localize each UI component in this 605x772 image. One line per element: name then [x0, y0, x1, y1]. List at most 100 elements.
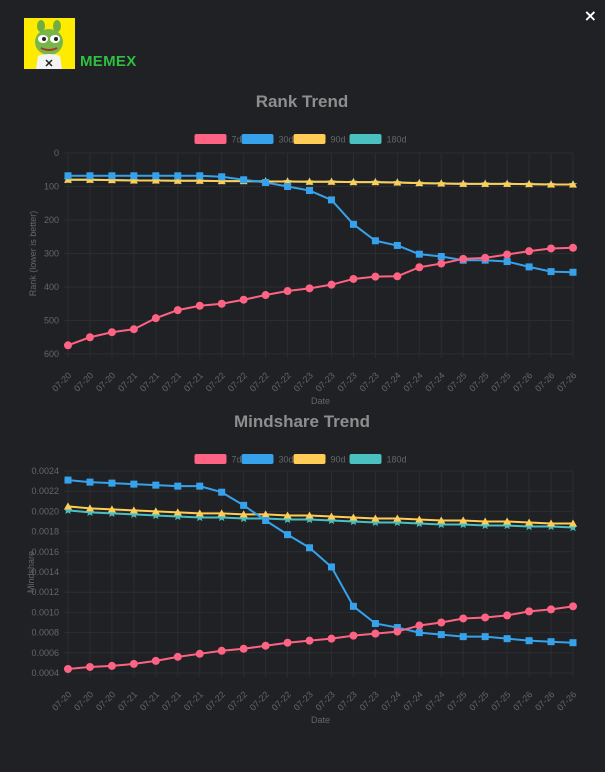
data-point-90d: [195, 509, 204, 517]
data-point-90d: [393, 514, 402, 522]
x-tick-label: 07-23: [357, 370, 380, 393]
x-tick-label: 07-20: [72, 689, 95, 712]
data-point-7d: [217, 646, 226, 655]
legend-label-7d: 7d: [232, 135, 242, 145]
data-point-90d: [107, 505, 116, 513]
x-tick-label: 07-25: [467, 689, 490, 712]
y-tick-label: 0.0006: [31, 648, 59, 658]
y-tick-label: 0.0008: [31, 628, 59, 638]
x-tick-label: 07-20: [94, 370, 117, 393]
legend-label-180d: 180d: [387, 135, 407, 145]
data-point-30d: [262, 178, 270, 186]
data-point-7d: [525, 607, 534, 616]
data-point-30d: [64, 172, 72, 180]
data-point-90d: [459, 179, 468, 187]
data-point-7d: [239, 295, 248, 304]
data-point-7d: [349, 631, 358, 640]
series-7d: [64, 243, 577, 350]
data-point-90d: [327, 177, 336, 185]
data-point-90d: [503, 179, 512, 187]
data-point-30d: [196, 482, 204, 490]
data-point-7d: [327, 634, 336, 643]
x-tick-label: 07-24: [423, 689, 446, 712]
mindshare-trend-chart: Mindshare Trend 7d 30d 90d 180d 0.0004 0.0006 0…: [26, 412, 578, 725]
y-axis-title: Mindshare: [26, 551, 36, 593]
y-tick-label: 100: [44, 182, 59, 192]
x-tick-label: 07-25: [445, 370, 468, 393]
data-point-7d: [569, 243, 577, 252]
data-point-30d: [525, 637, 533, 645]
data-point-30d: [547, 638, 555, 646]
x-tick-label: 07-22: [226, 689, 249, 712]
data-point-90d: [415, 515, 424, 523]
data-point-30d: [240, 501, 248, 509]
data-point-180d: [349, 517, 358, 526]
rank-trend-chart: Rank Trend 7d 30d 90d 180d 0 100 200 300 400 500 60…: [28, 92, 578, 406]
x-tick-label: 07-23: [292, 370, 315, 393]
y-tick-label: 0.0022: [31, 486, 59, 496]
data-point-7d: [481, 253, 490, 262]
series-line-180d: [67, 509, 574, 529]
data-point-90d: [547, 519, 556, 527]
series-7d: [64, 602, 577, 673]
data-point-90d: [261, 510, 270, 518]
legend-label-90d: 90d: [331, 135, 346, 145]
series-line-30d: [68, 174, 574, 274]
x-tick-label: 07-25: [489, 370, 512, 393]
legend-item-90d: 90d: [293, 134, 346, 145]
data-point-7d: [305, 636, 314, 645]
series-180d: [63, 505, 578, 532]
legend-swatch-7d: [194, 134, 227, 144]
chart-title: Mindshare Trend: [234, 412, 370, 431]
y-tick-label: 500: [44, 316, 59, 326]
x-tick-label: 07-25: [467, 370, 490, 393]
data-point-180d: [195, 512, 205, 522]
x-tick-label: 07-26: [555, 370, 578, 393]
data-point-30d: [196, 172, 204, 180]
y-tick-label: 600: [44, 349, 59, 359]
x-axis-title: Date: [311, 715, 330, 725]
data-point-180d: [524, 522, 534, 531]
data-point-90d: [217, 177, 226, 185]
data-point-90d: [151, 507, 160, 515]
data-point-7d: [415, 263, 424, 272]
data-point-30d: [174, 172, 182, 180]
legend-label-30d: 30d: [279, 135, 294, 145]
data-point-90d: [305, 511, 314, 519]
data-point-7d: [129, 659, 138, 668]
data-point-30d: [481, 633, 489, 641]
data-point-30d: [415, 629, 423, 637]
series-line-7d: [67, 246, 574, 347]
data-point-90d: [305, 177, 314, 185]
x-tick-label: 07-26: [511, 370, 534, 393]
data-point-7d: [173, 306, 182, 315]
x-tick-label: 07-24: [379, 689, 402, 712]
close-icon[interactable]: ×: [583, 6, 597, 25]
data-point-7d: [547, 244, 556, 253]
data-point-90d: [525, 180, 534, 188]
series-line-30d: [67, 479, 574, 644]
legend-swatch-90d: [293, 454, 326, 464]
data-point-30d: [64, 476, 72, 484]
data-point-180d: [415, 519, 424, 528]
x-tick-label: 07-23: [314, 689, 337, 712]
data-point-30d: [525, 263, 533, 271]
legend-label-180d: 180d: [387, 455, 407, 465]
data-point-30d: [262, 516, 270, 524]
data-point-90d: [327, 512, 336, 520]
data-point-30d: [306, 544, 314, 552]
data-point-90d: [393, 178, 402, 186]
x-tick-label: 07-25: [489, 689, 512, 712]
data-point-90d: [85, 504, 94, 512]
data-point-30d: [108, 479, 116, 487]
data-point-30d: [503, 258, 511, 266]
data-point-30d: [371, 237, 379, 245]
x-tick-label: 07-22: [248, 370, 271, 393]
y-tick-label: 0.0012: [31, 587, 59, 597]
data-point-180d: [173, 511, 183, 521]
x-tick-label: 07-21: [138, 370, 161, 393]
series-90d: [64, 502, 577, 527]
data-point-90d: [217, 509, 226, 517]
data-point-30d: [569, 639, 577, 647]
data-point-7d: [107, 328, 116, 337]
